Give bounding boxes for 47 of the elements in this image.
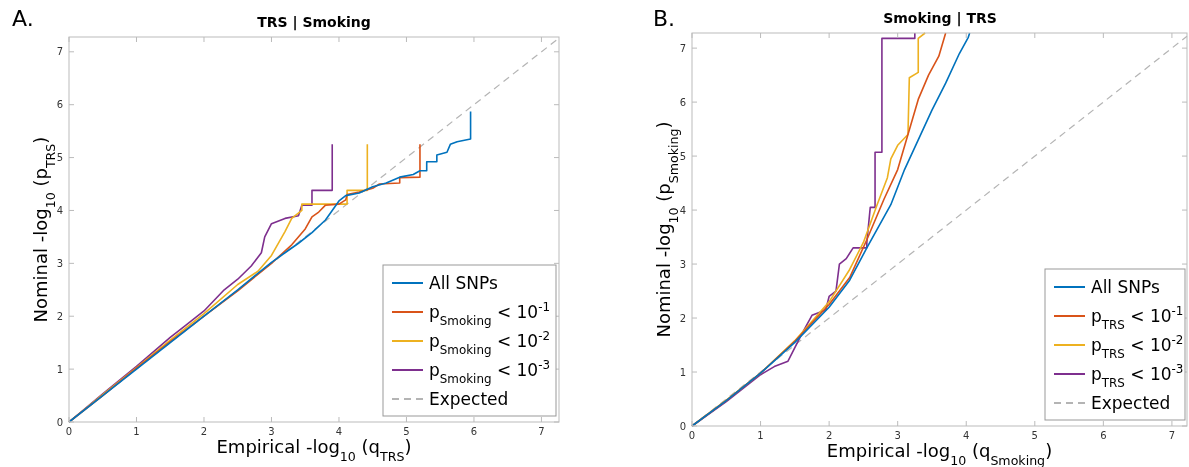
x-tick-label: 2 — [825, 430, 833, 441]
x-axis-title: Empirical -log$_{10}$ (q$_{Smoking}$) — [826, 440, 1053, 467]
y-tick-label: 3 — [56, 257, 63, 269]
y-tick-label: 4 — [679, 204, 686, 216]
y-tick-label: 7 — [679, 42, 686, 54]
chart-title: TRS | Smoking — [257, 14, 371, 31]
text: A. — [12, 6, 34, 31]
x-axis-title: Empirical -log$_{10}$ (q$_{TRS}$) — [216, 436, 412, 464]
y-tick-label: 5 — [679, 150, 686, 162]
x-tick-label: 3 — [268, 426, 275, 437]
y-tick-label: 0 — [56, 416, 63, 428]
x-tick-label: 5 — [403, 426, 410, 437]
y-tick-label: 1 — [56, 363, 63, 375]
legend-label: p$_{TRS}$ < 10$^{-3}$ — [1091, 362, 1184, 390]
legend-label: p$_{TRS}$ < 10$^{-2}$ — [1091, 333, 1184, 361]
y-tick-label: 2 — [56, 310, 63, 322]
x-tick-label: 6 — [470, 426, 478, 437]
legend-label: All SNPs — [1091, 277, 1160, 297]
y-tick-label: 6 — [56, 99, 63, 111]
x-tick-label: 2 — [200, 426, 208, 437]
x-tick-label: 4 — [335, 426, 343, 437]
legend-label: All SNPs — [429, 273, 498, 293]
legend-label: p$_{TRS}$ < 10$^{-1}$ — [1091, 304, 1184, 332]
y-tick-label: 5 — [56, 152, 63, 164]
x-tick-label: 3 — [894, 430, 901, 441]
x-tick-label: 7 — [538, 426, 545, 437]
y-tick-label: 7 — [56, 46, 63, 58]
y-tick-label: 2 — [679, 312, 686, 324]
x-tick-label: 6 — [1100, 430, 1107, 441]
x-tick-label: 4 — [963, 430, 970, 441]
x-tick-label: 0 — [688, 430, 696, 441]
chart-title: Smoking | TRS — [883, 10, 997, 27]
x-tick-label: 1 — [133, 426, 140, 437]
x-tick-label: 0 — [65, 426, 73, 437]
x-tick-label: 5 — [1031, 430, 1038, 441]
legend-label: p$_{Smoking}$ < 10$^{-2}$ — [429, 329, 551, 357]
y-tick-label: 6 — [679, 96, 686, 108]
legend-label: p$_{Smoking}$ < 10$^{-3}$ — [429, 358, 551, 386]
y-tick-label: 4 — [56, 204, 63, 216]
text: B. — [653, 6, 676, 31]
legend-label: Expected — [429, 389, 509, 409]
y-tick-label: 3 — [679, 258, 686, 270]
x-tick-label: 1 — [757, 430, 764, 441]
x-tick-label: 7 — [1168, 430, 1176, 441]
y-tick-label: 1 — [679, 366, 686, 378]
legend-label: p$_{Smoking}$ < 10$^{-1}$ — [429, 300, 551, 328]
legend-label: Expected — [1091, 393, 1171, 413]
